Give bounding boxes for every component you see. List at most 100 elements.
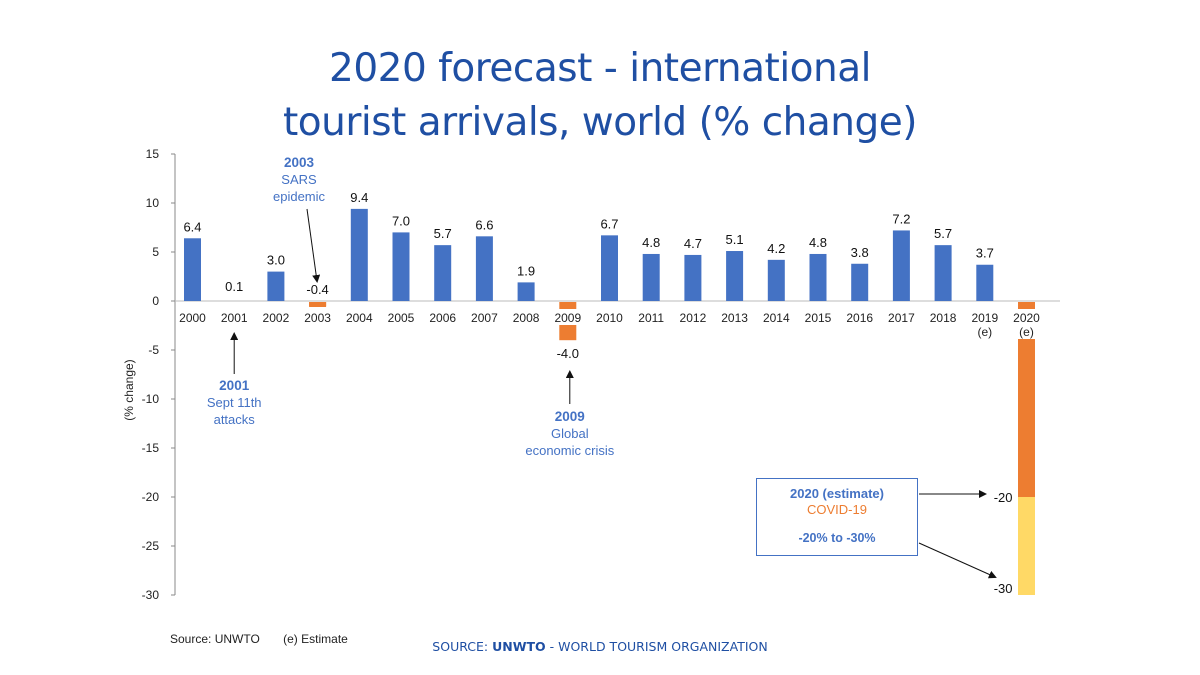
forecast-label-low: -30 bbox=[994, 581, 1013, 596]
bar-2020-forecast-mid bbox=[1018, 339, 1035, 497]
data-label-2004: 9.4 bbox=[350, 190, 368, 205]
chart-title: 2020 forecast - international tourist ar… bbox=[0, 42, 1200, 150]
x-tick-label: 2015 bbox=[805, 311, 832, 325]
bar-2009 bbox=[559, 325, 577, 341]
bar-2015 bbox=[809, 253, 827, 301]
data-label-2003: -0.4 bbox=[306, 282, 328, 297]
bar-2014 bbox=[767, 259, 785, 301]
data-label-2010: 6.7 bbox=[600, 216, 618, 231]
x-tick-label: 2008 bbox=[513, 311, 540, 325]
x-tick-label: 2016 bbox=[846, 311, 873, 325]
annotation-2003-title: 2003 bbox=[284, 155, 315, 170]
annotation-2003-line: SARS bbox=[281, 172, 317, 187]
bar-2020-forecast-low bbox=[1018, 497, 1035, 595]
data-label-2006: 5.7 bbox=[434, 226, 452, 241]
x-tick-label: 2013 bbox=[721, 311, 748, 325]
x-tick-label: 2003 bbox=[304, 311, 331, 325]
data-label-2019: 3.7 bbox=[976, 246, 994, 261]
annotation-2001-line: Sept 11th bbox=[207, 395, 262, 410]
chart-footnote: Source: UNWTO (e) Estimate bbox=[170, 632, 368, 646]
x-tick-note: (e) bbox=[977, 325, 992, 339]
bar-2009-neg-top bbox=[559, 302, 577, 309]
footnote-estimate: (e) Estimate bbox=[283, 632, 348, 646]
x-tick-label: 2014 bbox=[763, 311, 790, 325]
x-tick-label: 2004 bbox=[346, 311, 373, 325]
bar-2016 bbox=[851, 263, 869, 301]
y-tick-label: 5 bbox=[152, 245, 159, 259]
x-tick-label: 2020 bbox=[1013, 311, 1040, 325]
forecast-info-box: 2020 (estimate) COVID-19 -20% to -30% bbox=[756, 478, 918, 556]
y-tick-label: -20 bbox=[142, 490, 160, 504]
x-tick-label: 2001 bbox=[221, 311, 248, 325]
forecast-label-mid: -20 bbox=[994, 490, 1013, 505]
source-suffix: - WORLD TOURISM ORGANIZATION bbox=[545, 639, 768, 654]
x-tick-label: 2000 bbox=[179, 311, 206, 325]
data-label-2009: -4.0 bbox=[557, 346, 579, 361]
data-label-2002: 3.0 bbox=[267, 253, 285, 268]
annotation-2003-line: epidemic bbox=[273, 189, 326, 204]
y-tick-label: -25 bbox=[142, 539, 160, 553]
x-tick-label: 2017 bbox=[888, 311, 915, 325]
data-label-2015: 4.8 bbox=[809, 235, 827, 250]
data-label-2013: 5.1 bbox=[726, 232, 744, 247]
x-tick-label: 2007 bbox=[471, 311, 498, 325]
data-label-2018: 5.7 bbox=[934, 226, 952, 241]
bar-2006 bbox=[434, 245, 452, 301]
bar-2017 bbox=[892, 230, 910, 301]
annotation-2009-line: economic crisis bbox=[525, 443, 614, 458]
y-tick-label: -5 bbox=[148, 343, 159, 357]
data-label-2001: 0.1 bbox=[225, 279, 243, 294]
data-label-2012: 4.7 bbox=[684, 236, 702, 251]
chart-title-line-2: tourist arrivals, world (% change) bbox=[283, 100, 917, 145]
data-label-2000: 6.4 bbox=[183, 219, 201, 234]
y-axis-title: (% change) bbox=[122, 359, 136, 420]
y-tick-label: -30 bbox=[142, 588, 160, 602]
forecast-heading: 2020 (estimate) bbox=[790, 486, 884, 501]
x-tick-label: 2010 bbox=[596, 311, 623, 325]
forecast-range: -20% to -30% bbox=[798, 531, 876, 545]
y-tick-label: 10 bbox=[146, 196, 160, 210]
data-label-2017: 7.2 bbox=[892, 211, 910, 226]
data-label-2008: 1.9 bbox=[517, 263, 535, 278]
x-tick-label: 2019 bbox=[971, 311, 998, 325]
source-prefix: SOURCE: bbox=[432, 639, 493, 654]
y-tick-label: 15 bbox=[146, 147, 160, 161]
x-tick-label: 2006 bbox=[429, 311, 456, 325]
data-label-2016: 3.8 bbox=[851, 245, 869, 260]
x-tick-label: 2005 bbox=[388, 311, 415, 325]
bar-2008 bbox=[517, 282, 535, 301]
data-label-2005: 7.0 bbox=[392, 213, 410, 228]
bar-2012 bbox=[684, 254, 702, 301]
bar-2005 bbox=[392, 232, 410, 301]
x-tick-label: 2002 bbox=[263, 311, 290, 325]
bar-2000 bbox=[184, 238, 201, 301]
bar-2018 bbox=[934, 245, 952, 301]
annotation-2001-line: attacks bbox=[214, 412, 256, 427]
x-tick-label: 2012 bbox=[680, 311, 707, 325]
bar-2020-top bbox=[1018, 302, 1035, 309]
data-label-2011: 4.8 bbox=[642, 235, 660, 250]
x-tick-label: 2011 bbox=[638, 311, 664, 325]
bar-2003-neg bbox=[309, 302, 327, 307]
source-org: UNWTO bbox=[492, 639, 546, 654]
y-tick-label: -15 bbox=[142, 441, 160, 455]
bar-2019 bbox=[976, 264, 994, 301]
footnote-source: Source: UNWTO bbox=[170, 632, 260, 646]
chart-title-line-1: 2020 forecast - international bbox=[329, 46, 871, 91]
annotation-2003-arrow bbox=[306, 208, 321, 283]
annotation-2001-title: 2001 bbox=[219, 378, 250, 393]
data-label-2014: 4.2 bbox=[767, 241, 785, 256]
infobox-arrow-low bbox=[918, 542, 997, 579]
bar-2011 bbox=[642, 253, 660, 301]
slide-source: SOURCE: UNWTO - WORLD TOURISM ORGANIZATI… bbox=[0, 639, 1200, 654]
annotation-2009-line: Global bbox=[551, 426, 589, 441]
bar-2013 bbox=[726, 251, 744, 301]
data-label-2007: 6.6 bbox=[475, 217, 493, 232]
bar-2002 bbox=[267, 271, 285, 301]
y-tick-label: -10 bbox=[142, 392, 160, 406]
forecast-cause: COVID-19 bbox=[807, 502, 867, 517]
bar-2010 bbox=[601, 235, 618, 301]
x-tick-note: (e) bbox=[1019, 325, 1034, 339]
x-tick-label: 2009 bbox=[554, 311, 581, 325]
